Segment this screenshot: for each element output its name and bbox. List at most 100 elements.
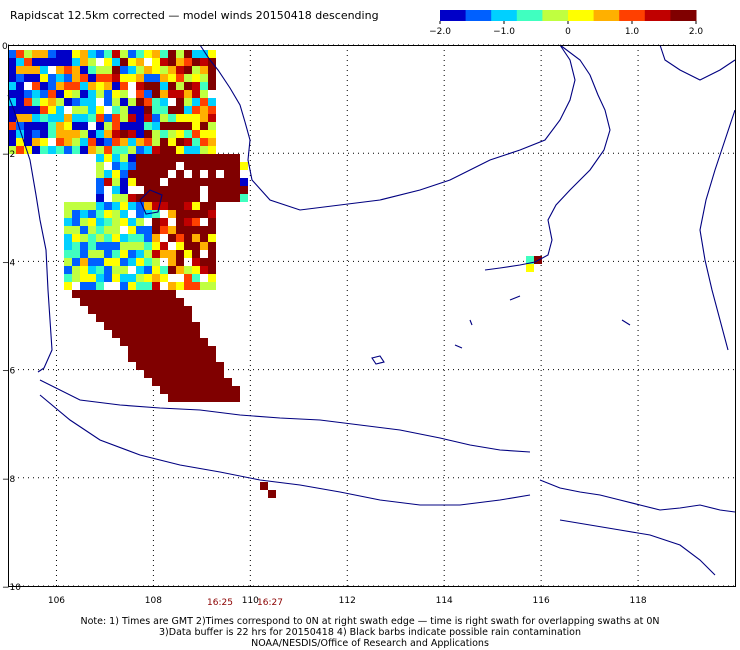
wind-cell: [64, 146, 72, 154]
wind-cell: [120, 186, 128, 194]
wind-cell: [80, 74, 88, 82]
wind-cell: [56, 114, 64, 122]
wind-cell: [112, 298, 120, 306]
wind-cell: [8, 138, 16, 146]
wind-cell: [184, 186, 192, 194]
wind-cell: [208, 258, 216, 266]
wind-cell: [144, 290, 152, 298]
wind-cell: [232, 386, 240, 394]
wind-cell: [208, 370, 216, 378]
wind-cell: [168, 378, 176, 386]
wind-cell: [176, 122, 184, 130]
colorbar-tick-label: −2.0: [429, 27, 451, 37]
coast-bali-lombok: [539, 479, 736, 513]
wind-cell: [160, 314, 168, 322]
wind-cell: [240, 178, 248, 186]
wind-cell: [88, 298, 96, 306]
wind-cell: [176, 50, 184, 58]
wind-cell: [160, 378, 168, 386]
wind-cell: [160, 146, 168, 154]
colorbar-tick-label: −1.0: [493, 27, 515, 37]
wind-cell: [112, 114, 120, 122]
wind-cell: [168, 226, 176, 234]
colorbar-swatch: [465, 10, 492, 21]
wind-cell: [232, 170, 240, 178]
wind-cell: [96, 66, 104, 74]
wind-cell: [56, 146, 64, 154]
longitude-label: 106: [48, 596, 65, 606]
wind-cell: [128, 74, 136, 82]
wind-cell: [152, 274, 160, 282]
wind-cell: [56, 122, 64, 130]
wind-cell: [120, 298, 128, 306]
wind-cell: [88, 306, 96, 314]
wind-cell: [32, 106, 40, 114]
coast-java-north: [39, 379, 531, 453]
wind-cell: [8, 66, 16, 74]
wind-cell: [168, 122, 176, 130]
wind-cell: [136, 98, 144, 106]
wind-cell: [136, 266, 144, 274]
wind-cell: [64, 90, 72, 98]
wind-cell: [160, 130, 168, 138]
wind-cell: [136, 258, 144, 266]
wind-cell: [32, 58, 40, 66]
wind-cell: [152, 258, 160, 266]
wind-cell: [8, 106, 16, 114]
wind-cell: [8, 114, 16, 122]
wind-cell: [152, 122, 160, 130]
wind-cell: [48, 114, 56, 122]
wind-cell: [24, 98, 32, 106]
wind-cell: [96, 250, 104, 258]
wind-cell: [120, 90, 128, 98]
wind-cell: [176, 322, 184, 330]
wind-cell: [168, 298, 176, 306]
wind-cell: [168, 258, 176, 266]
wind-cell: [144, 186, 152, 194]
wind-cell: [160, 290, 168, 298]
wind-cell: [88, 90, 96, 98]
wind-cell: [72, 106, 80, 114]
wind-cell: [240, 186, 248, 194]
wind-cell: [56, 90, 64, 98]
wind-cell: [208, 386, 216, 394]
wind-cell: [120, 330, 128, 338]
wind-cell: [200, 378, 208, 386]
wind-cell: [184, 130, 192, 138]
wind-cell: [120, 106, 128, 114]
wind-cell: [152, 194, 160, 202]
wind-cell: [160, 162, 168, 170]
wind-cell: [168, 154, 176, 162]
wind-cell: [136, 362, 144, 370]
wind-cell: [152, 330, 160, 338]
wind-cell: [136, 354, 144, 362]
wind-cell: [128, 330, 136, 338]
wind-cell: [80, 202, 88, 210]
wind-cell: [120, 306, 128, 314]
colorbar-swatch: [440, 10, 467, 21]
wind-cell: [144, 66, 152, 74]
wind-cell: [80, 234, 88, 242]
wind-cell: [120, 50, 128, 58]
wind-cell: [136, 346, 144, 354]
wind-cell: [88, 138, 96, 146]
wind-cell: [136, 226, 144, 234]
wind-cell: [208, 130, 216, 138]
wind-cell: [24, 146, 32, 154]
wind-cell: [192, 186, 200, 194]
wind-cell: [176, 298, 184, 306]
wind-cell: [96, 226, 104, 234]
wind-cell: [128, 154, 136, 162]
wind-cell: [176, 66, 184, 74]
wind-cell: [192, 330, 200, 338]
wind-cell: [184, 314, 192, 322]
wind-cell: [176, 106, 184, 114]
wind-cell: [16, 146, 24, 154]
wind-cell: [120, 274, 128, 282]
wind-cell: [152, 170, 160, 178]
wind-cell: [176, 306, 184, 314]
wind-cell: [168, 82, 176, 90]
wind-cell: [144, 162, 152, 170]
wind-cell: [152, 146, 160, 154]
wind-cell: [208, 266, 216, 274]
